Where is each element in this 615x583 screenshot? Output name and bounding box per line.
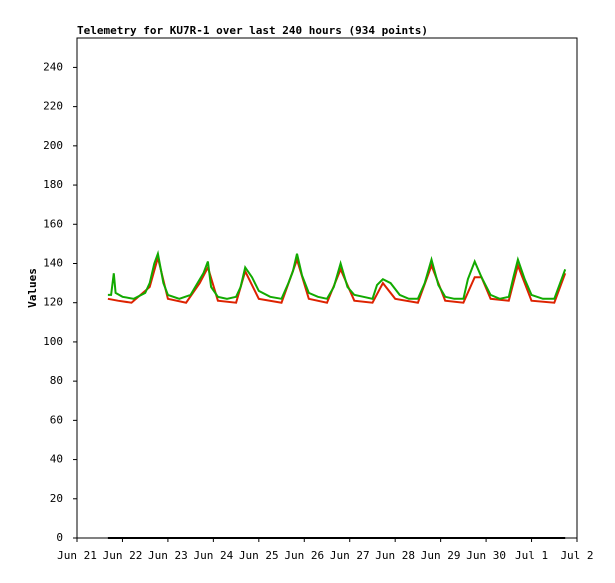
x-tick-label: Jun 28 [375, 549, 415, 562]
y-tick-label: 160 [43, 217, 63, 230]
x-tick-label: Jun 26 [284, 549, 324, 562]
y-axis-label: Values [26, 268, 39, 308]
x-tick-label: Jun 30 [466, 549, 506, 562]
x-tick-label: Jul 1 [515, 549, 548, 562]
chart-title: Telemetry for KU7R-1 over last 240 hours… [77, 24, 428, 37]
x-tick-label: Jun 23 [148, 549, 188, 562]
series-line [107, 249, 567, 300]
y-tick-label: 120 [43, 296, 63, 309]
y-tick-label: 40 [50, 453, 63, 466]
x-tick-label: Jul 2 [560, 549, 593, 562]
y-tick-label: 100 [43, 335, 63, 348]
x-tick-label: Jun 24 [193, 549, 233, 562]
x-tick-label: Jun 22 [103, 549, 143, 562]
y-tick-label: 60 [50, 413, 63, 426]
y-tick-label: 180 [43, 178, 63, 191]
x-tick-label: Jun 25 [239, 549, 279, 562]
y-tick-label: 240 [43, 60, 63, 73]
x-tick-label: Jun 21 [57, 549, 97, 562]
y-tick-label: 200 [43, 139, 63, 152]
y-tick-label: 220 [43, 100, 63, 113]
y-tick-label: 0 [56, 531, 63, 544]
x-tick-label: Jun 29 [421, 549, 461, 562]
x-tick-label: Jun 27 [330, 549, 370, 562]
y-tick-label: 80 [50, 374, 63, 387]
y-tick-label: 20 [50, 492, 63, 505]
y-tick-label: 140 [43, 256, 63, 269]
